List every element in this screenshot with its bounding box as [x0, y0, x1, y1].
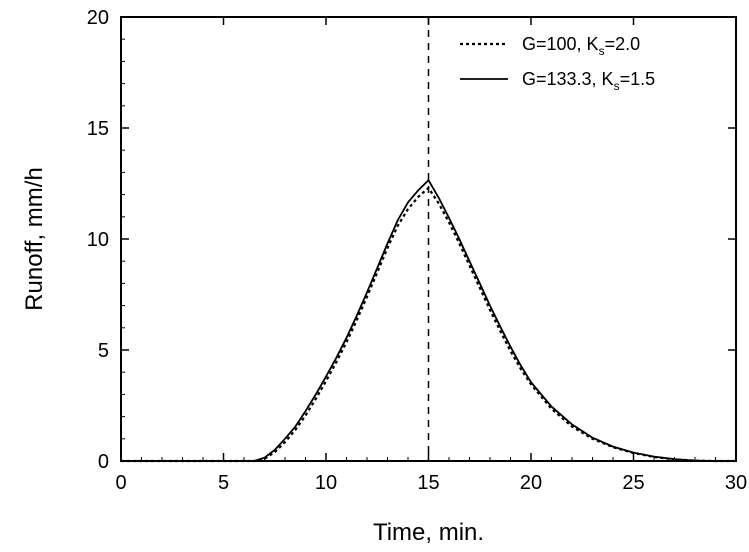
- x-tick-label: 15: [417, 472, 439, 494]
- y-tick-label: 20: [87, 7, 109, 29]
- x-tick-label: 0: [115, 472, 126, 494]
- x-axis-title: Time, min.: [373, 519, 484, 546]
- series-line-2: [121, 178, 736, 462]
- series-line-1: [121, 186, 736, 463]
- y-axis-title: Runoff, mm/h: [21, 167, 48, 311]
- legend-label-tail: =1.5: [620, 69, 656, 89]
- x-tick-label: 25: [622, 472, 644, 494]
- legend: G=100, Ks=2.0G=133.3, Ks=1.5: [460, 34, 655, 93]
- x-tick-label: 5: [218, 472, 229, 494]
- series-layer: [121, 178, 736, 463]
- y-tick-label: 15: [87, 118, 109, 140]
- plot-area: [120, 16, 737, 463]
- legend-label-2: G=133.3, Ks=1.5: [522, 69, 655, 93]
- legend-label-main: G=100, K: [522, 34, 599, 54]
- legend-label-main: G=133.3, K: [522, 69, 614, 89]
- x-tick-label: 20: [520, 472, 542, 494]
- legend-label-tail: =2.0: [605, 34, 641, 54]
- legend-label-subscript: s: [614, 79, 620, 93]
- x-tick-labels: 0 5 10 15 20 25 30: [115, 472, 747, 494]
- x-tick-label: 30: [725, 472, 747, 494]
- legend-label-1: G=100, Ks=2.0: [522, 34, 640, 58]
- x-axis-ticks: [120, 17, 737, 461]
- y-tick-label: 0: [98, 451, 109, 473]
- x-tick-label: 10: [315, 472, 337, 494]
- y-tick-labels: 0 5 10 15 20: [87, 7, 109, 473]
- y-tick-label: 5: [98, 340, 109, 362]
- y-tick-label: 10: [87, 229, 109, 251]
- legend-label-subscript: s: [599, 44, 605, 58]
